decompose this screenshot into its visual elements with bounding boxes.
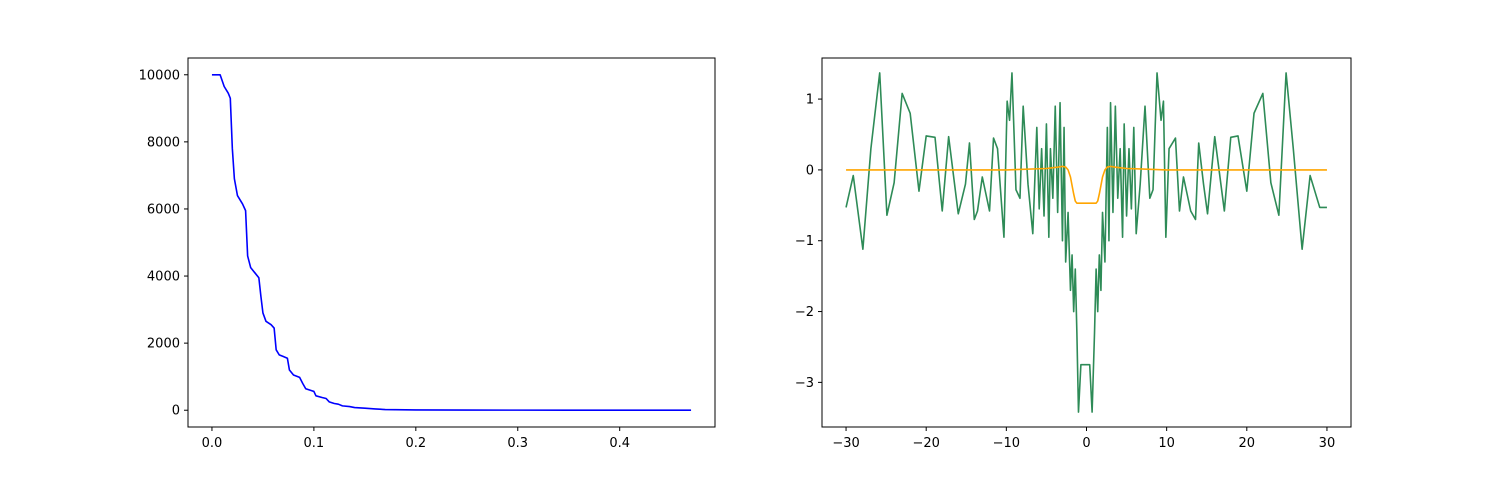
x-tick-label: 0.3 <box>507 436 528 451</box>
y-tick-label: 6000 <box>147 202 180 217</box>
right-chart: −30 −20 −10 0 10 20 30−3−2−101 <box>795 57 1352 451</box>
y-tick-label: 2000 <box>147 337 180 352</box>
y-tick-label: 10000 <box>139 68 180 83</box>
x-tick-label: 0.4 <box>609 436 630 451</box>
series-line-0 <box>211 73 692 412</box>
x-tick-label: 0.0 <box>202 436 223 451</box>
axes-frame <box>821 57 1352 428</box>
x-tick-label: 20 <box>1239 436 1256 451</box>
y-tick-label: 8000 <box>147 135 180 150</box>
x-tick-label: −10 <box>993 436 1020 451</box>
y-tick-label: −3 <box>795 376 814 391</box>
x-tick-label: 0.2 <box>405 436 426 451</box>
series-line-1 <box>846 165 1327 204</box>
y-tick-label: 1 <box>806 93 814 108</box>
left-chart: 0.0 0.1 0.2 0.3 0.4 0 2000 4000 6000 8000 10000 <box>139 57 716 451</box>
x-tick-label: 0 <box>1082 436 1090 451</box>
series-line-0 <box>845 72 1327 413</box>
y-tick-label: 4000 <box>147 270 180 285</box>
axes-frame <box>187 57 716 428</box>
x-tick-label: 30 <box>1319 436 1336 451</box>
y-tick-label: −2 <box>795 305 814 320</box>
y-tick-label: 0 <box>806 163 814 178</box>
x-tick-label: 10 <box>1158 436 1175 451</box>
y-tick-label: 0 <box>172 404 180 419</box>
x-tick-label: −30 <box>832 436 859 451</box>
y-tick-label: −1 <box>795 234 814 249</box>
x-tick-label: −20 <box>912 436 939 451</box>
x-tick-label: 0.1 <box>304 436 325 451</box>
